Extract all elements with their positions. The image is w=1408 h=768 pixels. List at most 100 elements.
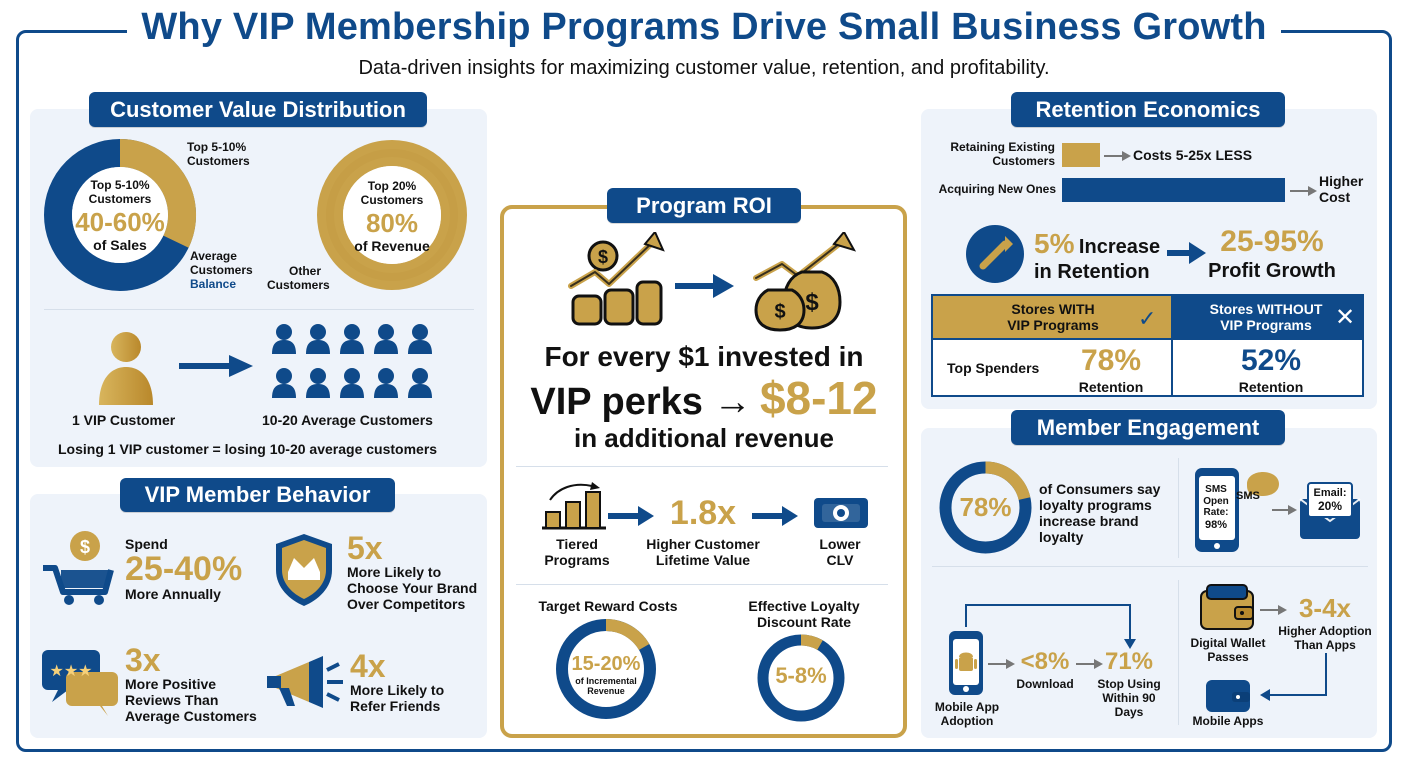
target-reward-title: Target Reward Costs — [538, 598, 678, 614]
svg-text:$: $ — [80, 537, 90, 557]
acquire-arrow-icon — [1290, 186, 1317, 196]
clv-stat: 1.8x Higher Customer Lifetime Value — [646, 494, 760, 569]
roi-main-text: For every $1 invested in VIP perks → $8-… — [530, 341, 878, 453]
losing-vip-note: Losing 1 VIP customer = losing 10-20 ave… — [58, 441, 438, 457]
vip-spend-stat: Spend 25-40% More Annually — [125, 536, 243, 603]
donut1-label-top: Top 5-10% Customers — [187, 140, 250, 168]
digital-wallet-icon — [1200, 584, 1254, 630]
tiered-programs-icon — [542, 482, 606, 530]
increase-to-profit-arrow-icon — [1167, 242, 1206, 264]
vip-refer-stat: 4x More Likely to Refer Friends — [350, 648, 445, 715]
vip-reviews-stat: 3x More Positive Reviews Than Average Cu… — [125, 642, 257, 725]
roi-divider-2 — [516, 584, 888, 585]
engagement-divider-h — [932, 566, 1368, 567]
engagement-pill: Member Engagement — [1011, 410, 1285, 445]
megaphone-icon — [267, 656, 343, 708]
roi-arrow-right-icon — [675, 274, 734, 298]
vip-behavior-pill: VIP Member Behavior — [120, 478, 395, 512]
table-header-with-vip — [933, 296, 1171, 338]
retain-label: Retaining Existing Customers — [950, 140, 1055, 168]
wallet-adoption-stat: 3-4x Higher Adoption Than Apps — [1278, 593, 1372, 652]
vip-retention-table: Stores WITH VIP Programs ✓ Stores WITHOU… — [931, 294, 1364, 397]
divider-customer-value — [44, 309, 474, 310]
profit-growth-text: 25-95% Profit Growth — [1208, 225, 1336, 282]
x-icon: ✕ — [1335, 304, 1356, 331]
increase-arrow-icon — [966, 225, 1024, 283]
arrow-right-icon — [179, 355, 253, 377]
shield-crown-icon — [276, 534, 332, 606]
mobile-apps-wallet-icon — [1206, 680, 1250, 712]
wallet-to-adoption-arrow-icon — [1260, 605, 1287, 615]
roi-money-bags-icon: $ $ — [753, 232, 857, 332]
program-roi-pill: Program ROI — [607, 188, 801, 223]
engagement-loop-arrow — [965, 604, 1136, 649]
check-icon: ✓ — [1138, 306, 1157, 331]
table-divider-horizontal — [933, 338, 1364, 340]
lower-clv-label: Lower CLV — [819, 536, 861, 569]
vip-choose-stat: 5x More Likely to Choose Your Brand Over… — [347, 530, 478, 613]
roi-coins-growth-icon: $ — [568, 232, 665, 326]
email-envelope-icon — [1299, 482, 1361, 539]
table-with-title: Stores WITH VIP Programs — [1007, 301, 1099, 334]
donut1-gold-segment — [119, 139, 196, 248]
table-header-without-vip — [1171, 296, 1364, 338]
phone-sms-icon — [1195, 468, 1279, 552]
target-reward-center: 15-20% of Incremental Revenue — [571, 653, 641, 697]
donut2-center: Top 20% Customers 80% of Revenue — [354, 179, 430, 254]
retain-arrow-icon — [1104, 151, 1131, 161]
acquire-cost-label: Higher Cost — [1319, 173, 1364, 206]
download-stat: <8% Download — [1016, 648, 1074, 691]
engagement-donut-text: of Consumers say loyalty programs increa… — [1039, 481, 1161, 546]
engagement-divider-v-bottom — [1178, 580, 1179, 725]
donut2-label-other: Other Customers — [267, 264, 330, 292]
mobile-apps-label: Mobile Apps — [1192, 714, 1264, 728]
svg-text:★★★: ★★★ — [49, 661, 92, 680]
mobile-app-phone-icon — [949, 631, 983, 695]
table-with-value: 78% Retention — [1078, 344, 1144, 396]
donut-engagement-78 — [939, 461, 1032, 554]
effective-discount-gold-segment — [800, 634, 823, 651]
effective-discount-center: 5-8% — [775, 663, 827, 688]
email-rate-text: Email: 20% — [1313, 487, 1347, 513]
mobile-app-adoption-label: Mobile App Adoption — [934, 700, 1000, 728]
stop-using-stat: 71% Stop Using Within 90 Days — [1097, 648, 1161, 719]
roi-arrow-right-3-icon — [752, 506, 798, 526]
engagement-donut-value: 78% — [959, 492, 1012, 522]
engagement-gold-segment — [985, 461, 1031, 501]
acquire-label: Acquiring New Ones — [938, 182, 1056, 196]
average-customers-icon-group — [272, 324, 432, 398]
adoption-to-mobile-arrow — [1260, 653, 1327, 701]
engagement-divider-v-top — [1178, 458, 1179, 558]
retention-pill: Retention Economics — [1011, 92, 1285, 127]
svg-text:$: $ — [774, 301, 785, 323]
engagement-panel — [921, 428, 1377, 738]
roi-arrow-right-2-icon — [608, 506, 654, 526]
download-to-stop-arrow-icon — [1076, 659, 1103, 669]
acquire-bar — [1062, 178, 1285, 202]
donut1-label-bottom: Average Customers Balance — [190, 249, 253, 291]
table-row-label: Top Spenders — [947, 360, 1040, 376]
app-to-download-arrow-icon — [988, 659, 1015, 669]
wallet-label: Digital Wallet Passes — [1190, 636, 1266, 664]
donut1-center: Top 5-10% Customers 40-60% of Sales — [75, 178, 165, 253]
average-customers-label: 10-20 Average Customers — [262, 412, 433, 428]
retain-cost-label: Costs 5-25x LESS — [1133, 147, 1253, 163]
svg-text:$: $ — [805, 289, 819, 316]
sms-rate-text: SMS Open Rate: 98% — [1203, 484, 1229, 531]
donut-target-reward-costs — [556, 619, 656, 719]
donut-top20-revenue — [317, 140, 467, 290]
table-without-value: 52% Retention — [1238, 344, 1304, 396]
sms-bubble-label: SMS — [1236, 490, 1260, 502]
cash-bill-icon — [814, 498, 868, 528]
vip-customer-label: 1 VIP Customer — [72, 412, 176, 428]
donut-effective-discount — [757, 634, 845, 722]
table-without-title: Stores WITHOUT VIP Programs — [1209, 301, 1323, 334]
target-reward-gold-segment — [605, 619, 650, 651]
donut-top-customers-sales — [44, 139, 196, 291]
vip-customer-icon — [99, 332, 153, 405]
reviews-stars-icon: ★★★ — [42, 650, 118, 716]
retention-increase-text: 5% Increase in Retention — [1034, 228, 1161, 283]
table-divider-vertical — [1171, 296, 1173, 397]
customer-value-pill: Customer Value Distribution — [89, 92, 427, 127]
effective-discount-title: Effective Loyalty Discount Rate — [748, 598, 860, 631]
